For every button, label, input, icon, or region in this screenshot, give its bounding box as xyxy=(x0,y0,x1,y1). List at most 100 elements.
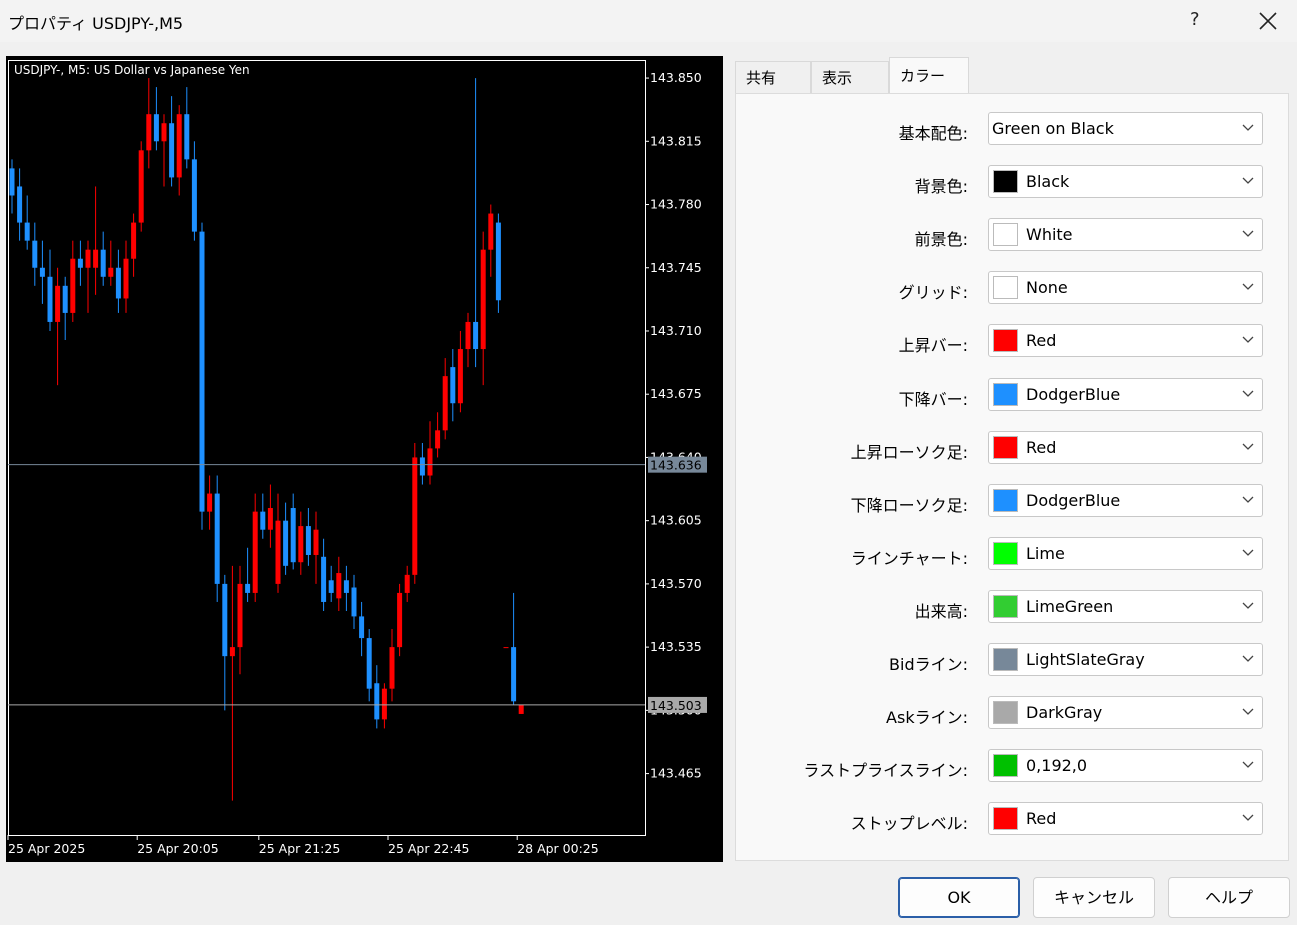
candle-body xyxy=(245,583,251,593)
color-dropdown[interactable]: DodgerBlue xyxy=(988,377,1263,411)
candle-body xyxy=(85,249,91,268)
candle-body xyxy=(237,583,243,648)
x-tick-label: 25 Apr 20:05 xyxy=(137,841,219,856)
y-tick-label: 143.780 xyxy=(650,197,702,212)
candle-body xyxy=(305,526,311,555)
color-dropdown[interactable]: Green on Black xyxy=(988,112,1263,145)
tab[interactable]: 表示 xyxy=(811,61,889,93)
dropdown-arrow xyxy=(1242,336,1254,344)
title-bar: プロパティ USDJPY-,M5 ? xyxy=(0,0,1297,42)
candle-body xyxy=(290,508,296,563)
tab[interactable]: 共有 xyxy=(735,61,811,93)
candle-body xyxy=(131,222,137,259)
color-swatch xyxy=(993,329,1018,353)
candle-body xyxy=(495,222,501,301)
color-swatch xyxy=(993,382,1018,406)
candle-body xyxy=(450,367,456,404)
candle-body xyxy=(39,267,45,277)
row-label: 出来高: xyxy=(914,601,968,621)
candle-body xyxy=(108,267,114,277)
candle-body xyxy=(153,114,159,142)
candle-body xyxy=(176,114,182,178)
candle-body xyxy=(427,448,433,476)
dropdown-arrow xyxy=(1242,230,1254,238)
candle-body xyxy=(93,249,99,268)
tab[interactable]: カラー xyxy=(889,57,969,94)
candle-body xyxy=(511,647,517,702)
chart-title: USDJPY-, M5: US Dollar vs Japanese Yen xyxy=(14,63,250,77)
color-dropdown[interactable]: DarkGray xyxy=(988,696,1263,730)
dropdown-value: Red xyxy=(1026,809,1057,829)
color-swatch xyxy=(993,488,1018,512)
y-tick-label: 143.745 xyxy=(650,260,702,275)
candle-body xyxy=(313,529,319,555)
candle-body xyxy=(191,159,197,232)
color-dropdown[interactable]: LimeGreen xyxy=(988,589,1263,623)
close-button[interactable] xyxy=(1258,11,1278,31)
row-label: 上昇バー: xyxy=(898,336,968,356)
dropdown-arrow xyxy=(1242,443,1254,450)
color-dropdown[interactable]: Red xyxy=(988,802,1263,836)
candle-body xyxy=(55,285,61,322)
candle-body xyxy=(260,511,266,530)
candle-body xyxy=(488,213,494,250)
x-tick-label: 25 Apr 2025 xyxy=(8,841,85,856)
color-dropdown[interactable]: Red xyxy=(988,324,1263,358)
y-tick-label: 143.710 xyxy=(650,323,702,338)
candle-body xyxy=(184,114,190,160)
dialog-button[interactable]: ヘルプ xyxy=(1168,877,1290,918)
color-dropdown[interactable]: DodgerBlue xyxy=(988,483,1263,517)
y-tick-label: 143.605 xyxy=(650,513,702,528)
candle-body xyxy=(419,457,425,476)
dropdown-value: Green on Black xyxy=(992,119,1114,138)
color-dropdown[interactable]: None xyxy=(988,271,1263,305)
color-dropdown[interactable]: White xyxy=(988,218,1263,252)
help-button[interactable]: ? xyxy=(1190,9,1200,30)
dialog-button[interactable]: キャンセル xyxy=(1033,877,1155,918)
dialog-button[interactable]: OK xyxy=(898,877,1020,918)
candle-body xyxy=(199,231,205,512)
dropdown-value: White xyxy=(1026,225,1073,245)
candle-body xyxy=(457,349,463,404)
dropdown-value: Lime xyxy=(1026,543,1065,563)
candle-body xyxy=(404,574,410,593)
color-dropdown[interactable]: Lime xyxy=(988,536,1263,570)
candle-body xyxy=(77,258,83,268)
color-swatch xyxy=(993,701,1018,725)
row-label: 基本配色: xyxy=(898,124,968,143)
dropdown-value: DodgerBlue xyxy=(1026,384,1121,404)
candle-body xyxy=(9,168,15,196)
y-tick-label: 143.535 xyxy=(650,639,702,654)
candle-body xyxy=(518,704,524,714)
color-swatch xyxy=(993,754,1018,778)
y-tick-label: 143.850 xyxy=(650,70,702,85)
candle-body xyxy=(222,583,228,657)
row-label: 背景色: xyxy=(914,177,968,197)
candle-body xyxy=(397,592,403,648)
dropdown-value: LimeGreen xyxy=(1026,596,1114,616)
dropdown-value: DarkGray xyxy=(1026,703,1103,723)
color-dropdown[interactable]: Red xyxy=(988,430,1263,464)
candle-body xyxy=(298,526,304,563)
candle-body xyxy=(32,240,38,268)
row-label: ストップレベル: xyxy=(850,814,968,834)
color-panel: 基本配色: Green on Black 背景色: Black 前景色: White グリッ… xyxy=(735,93,1289,861)
ask-line-label-box xyxy=(648,696,707,713)
ask-line-label: 143.503 xyxy=(650,698,702,713)
candle-body xyxy=(321,556,327,602)
color-swatch xyxy=(993,594,1018,618)
x-tick-label: 28 Apr 00:25 xyxy=(517,841,599,856)
candle-body xyxy=(47,276,53,322)
dropdown-value: Black xyxy=(1026,172,1070,192)
plot-frame xyxy=(8,60,646,836)
candle-body xyxy=(115,267,121,299)
chart-preview: USDJPY-, M5: US Dollar vs Japanese Yen 1… xyxy=(6,56,723,862)
candle-body xyxy=(214,493,220,584)
color-dropdown[interactable]: Black xyxy=(988,165,1263,199)
candle-body xyxy=(503,647,509,649)
color-dropdown[interactable]: 0,192,0 xyxy=(988,749,1263,783)
candle-body xyxy=(343,580,349,593)
candle-body xyxy=(283,520,289,566)
color-dropdown[interactable]: LightSlateGray xyxy=(988,643,1263,676)
